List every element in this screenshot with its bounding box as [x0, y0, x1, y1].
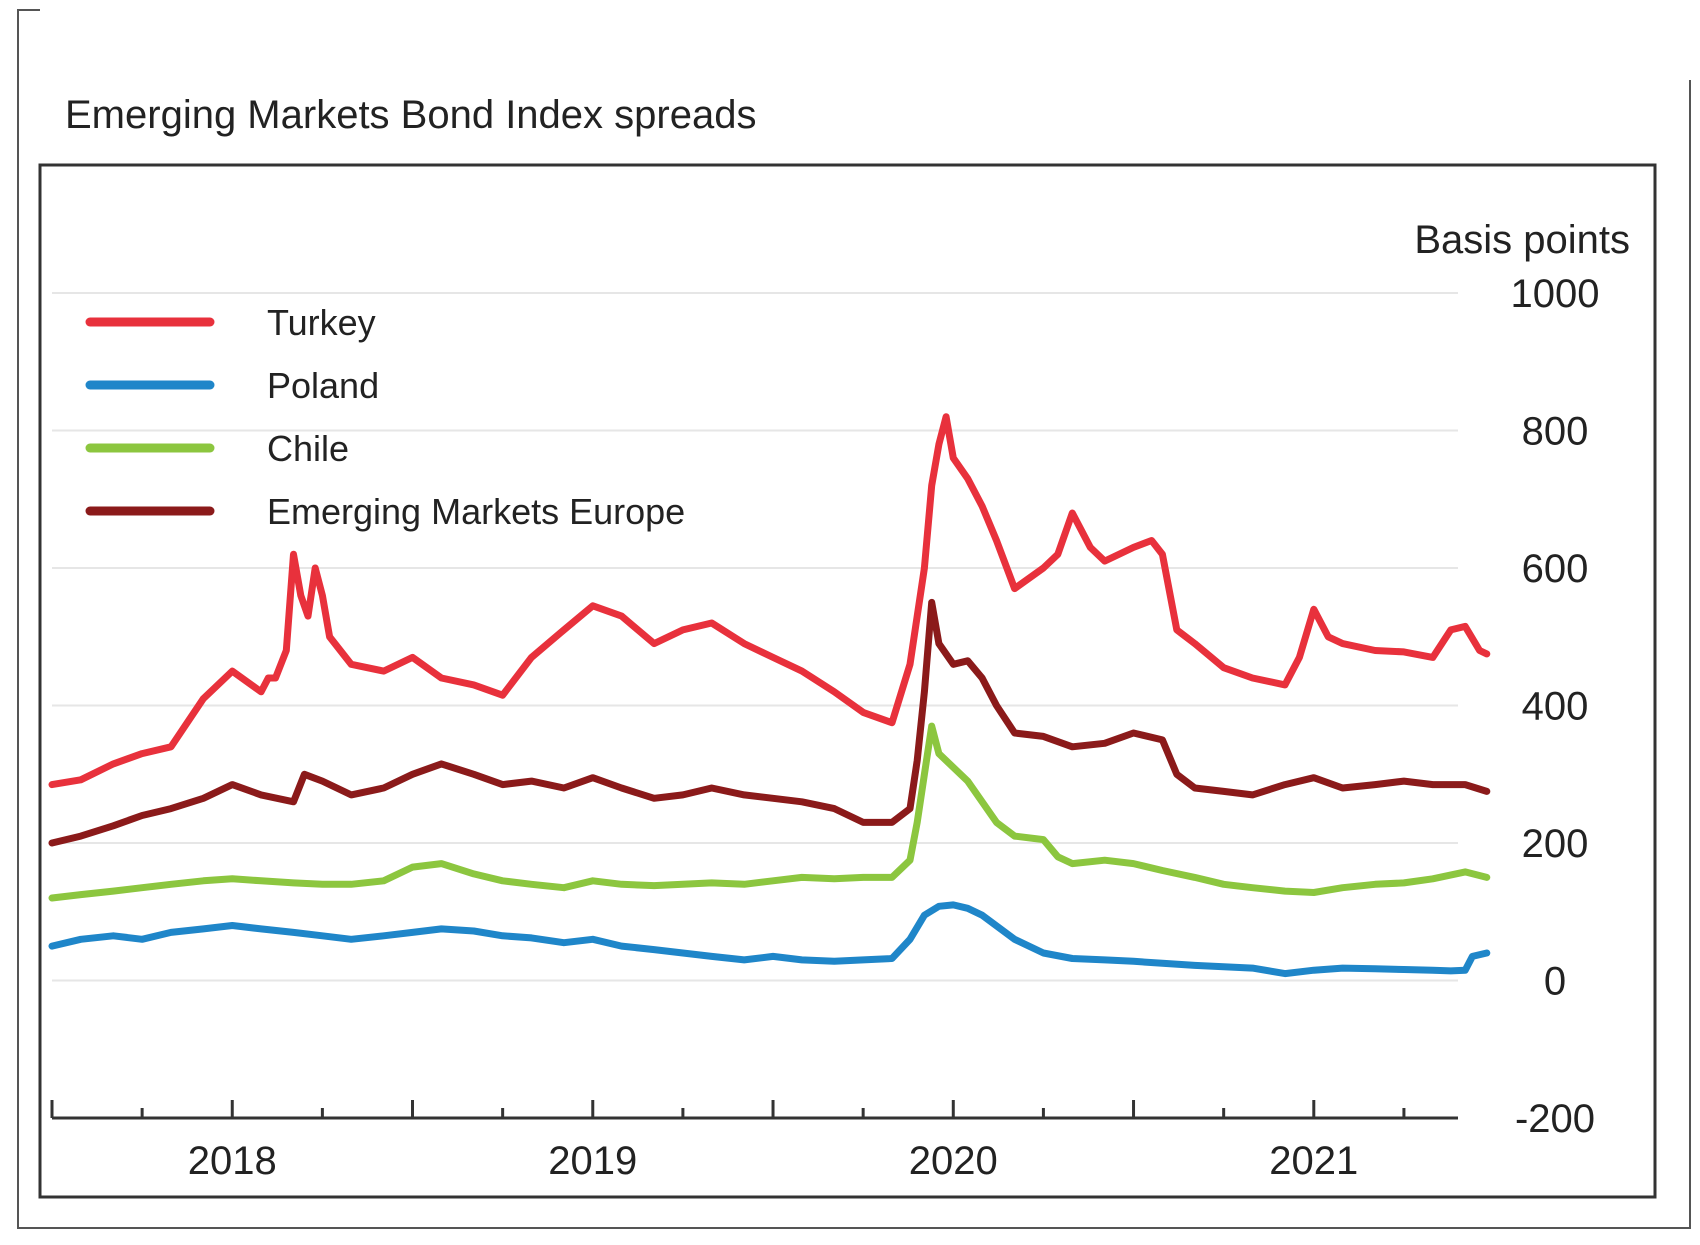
y-tick-label: 200 — [1522, 822, 1589, 866]
series-line-chile — [48, 722, 1491, 902]
legend-label: Poland — [267, 365, 379, 406]
series-line-emerging-markets-europe — [48, 598, 1491, 847]
x-tick-label: 2020 — [909, 1139, 998, 1183]
y-axis-label: Basis points — [1414, 218, 1630, 262]
chart-title: Emerging Markets Bond Index spreads — [65, 93, 756, 137]
x-tick-label: 2021 — [1269, 1139, 1358, 1183]
y-axis-ticks: 1000 800 600 400 200 0 -200 — [1511, 272, 1600, 1141]
gridlines — [52, 292, 1458, 982]
y-tick-label: 0 — [1544, 960, 1566, 1004]
outer-frame — [17, 9, 1691, 1229]
legend-label: Chile — [267, 428, 349, 469]
x-tick-label: 2018 — [188, 1139, 277, 1183]
x-axis: 2018 2019 2020 2021 — [50, 1100, 1458, 1183]
y-tick-label: 400 — [1522, 685, 1589, 729]
series-lines — [48, 413, 1491, 978]
y-tick-label: -200 — [1515, 1097, 1595, 1141]
legend-label: Turkey — [267, 302, 376, 343]
series-line-poland — [48, 901, 1491, 978]
y-tick-label: 600 — [1522, 547, 1589, 591]
series-line-turkey — [48, 413, 1491, 789]
plot-frame — [38, 163, 1657, 1199]
x-tick-label: 2019 — [548, 1139, 637, 1183]
legend: Turkey Poland Chile Emerging Markets Europe — [85, 302, 685, 532]
y-tick-label: 1000 — [1511, 272, 1600, 316]
y-tick-label: 800 — [1522, 410, 1589, 454]
legend-label: Emerging Markets Europe — [267, 491, 685, 532]
